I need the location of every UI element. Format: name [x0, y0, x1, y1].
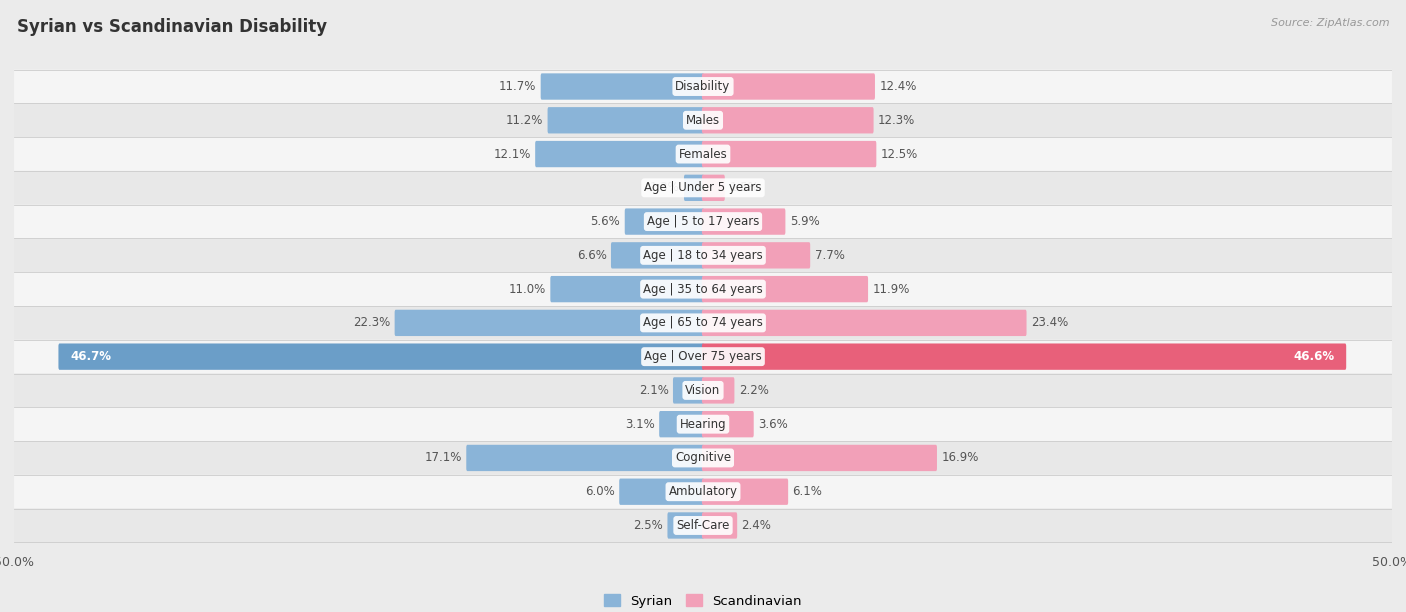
Text: 6.0%: 6.0% [585, 485, 614, 498]
Text: 2.1%: 2.1% [638, 384, 669, 397]
Text: 1.5%: 1.5% [730, 181, 759, 195]
FancyBboxPatch shape [702, 479, 789, 505]
Text: 2.5%: 2.5% [633, 519, 664, 532]
Text: Ambulatory: Ambulatory [668, 485, 738, 498]
FancyBboxPatch shape [14, 137, 1392, 171]
Text: Cognitive: Cognitive [675, 452, 731, 465]
FancyBboxPatch shape [14, 340, 1392, 373]
FancyBboxPatch shape [467, 445, 704, 471]
FancyBboxPatch shape [14, 272, 1392, 306]
Text: 46.6%: 46.6% [1294, 350, 1334, 363]
Text: 6.6%: 6.6% [576, 249, 606, 262]
Text: 5.9%: 5.9% [790, 215, 820, 228]
FancyBboxPatch shape [702, 209, 786, 235]
Text: 46.7%: 46.7% [70, 350, 111, 363]
FancyBboxPatch shape [14, 373, 1392, 408]
Text: 3.6%: 3.6% [758, 417, 787, 431]
Text: 2.2%: 2.2% [738, 384, 769, 397]
Text: Source: ZipAtlas.com: Source: ZipAtlas.com [1271, 18, 1389, 28]
Text: Age | Under 5 years: Age | Under 5 years [644, 181, 762, 195]
FancyBboxPatch shape [702, 411, 754, 438]
Text: 22.3%: 22.3% [353, 316, 391, 329]
FancyBboxPatch shape [14, 441, 1392, 475]
Text: Age | 35 to 64 years: Age | 35 to 64 years [643, 283, 763, 296]
FancyBboxPatch shape [702, 107, 873, 133]
Text: 11.2%: 11.2% [506, 114, 543, 127]
Text: Age | Over 75 years: Age | Over 75 years [644, 350, 762, 363]
FancyBboxPatch shape [702, 73, 875, 100]
FancyBboxPatch shape [59, 343, 704, 370]
FancyBboxPatch shape [14, 475, 1392, 509]
FancyBboxPatch shape [702, 141, 876, 167]
Text: Females: Females [679, 147, 727, 160]
FancyBboxPatch shape [547, 107, 704, 133]
Text: 3.1%: 3.1% [626, 417, 655, 431]
FancyBboxPatch shape [14, 408, 1392, 441]
FancyBboxPatch shape [624, 209, 704, 235]
Text: Age | 18 to 34 years: Age | 18 to 34 years [643, 249, 763, 262]
FancyBboxPatch shape [14, 306, 1392, 340]
FancyBboxPatch shape [702, 174, 724, 201]
Text: Self-Care: Self-Care [676, 519, 730, 532]
Text: 12.1%: 12.1% [494, 147, 531, 160]
Text: Hearing: Hearing [679, 417, 727, 431]
FancyBboxPatch shape [14, 103, 1392, 137]
FancyBboxPatch shape [702, 276, 868, 302]
FancyBboxPatch shape [536, 141, 704, 167]
Text: 2.4%: 2.4% [741, 519, 772, 532]
FancyBboxPatch shape [673, 377, 704, 403]
FancyBboxPatch shape [14, 509, 1392, 542]
FancyBboxPatch shape [14, 204, 1392, 239]
Text: 23.4%: 23.4% [1031, 316, 1069, 329]
Text: 11.9%: 11.9% [873, 283, 910, 296]
FancyBboxPatch shape [702, 445, 936, 471]
Text: Age | 5 to 17 years: Age | 5 to 17 years [647, 215, 759, 228]
Text: 16.9%: 16.9% [942, 452, 979, 465]
FancyBboxPatch shape [702, 512, 737, 539]
FancyBboxPatch shape [668, 512, 704, 539]
Text: Syrian vs Scandinavian Disability: Syrian vs Scandinavian Disability [17, 18, 328, 36]
Text: Males: Males [686, 114, 720, 127]
Text: 5.6%: 5.6% [591, 215, 620, 228]
Text: 17.1%: 17.1% [425, 452, 461, 465]
FancyBboxPatch shape [14, 239, 1392, 272]
Text: 1.3%: 1.3% [650, 181, 679, 195]
FancyBboxPatch shape [702, 343, 1346, 370]
FancyBboxPatch shape [550, 276, 704, 302]
Text: 11.7%: 11.7% [499, 80, 536, 93]
Text: 12.3%: 12.3% [877, 114, 915, 127]
FancyBboxPatch shape [702, 377, 734, 403]
FancyBboxPatch shape [14, 171, 1392, 204]
FancyBboxPatch shape [702, 242, 810, 269]
FancyBboxPatch shape [619, 479, 704, 505]
Text: 12.5%: 12.5% [880, 147, 918, 160]
Text: Vision: Vision [685, 384, 721, 397]
Text: Disability: Disability [675, 80, 731, 93]
Text: Age | 65 to 74 years: Age | 65 to 74 years [643, 316, 763, 329]
FancyBboxPatch shape [659, 411, 704, 438]
FancyBboxPatch shape [683, 174, 704, 201]
Text: 12.4%: 12.4% [879, 80, 917, 93]
Text: 6.1%: 6.1% [793, 485, 823, 498]
Text: 7.7%: 7.7% [814, 249, 845, 262]
FancyBboxPatch shape [395, 310, 704, 336]
FancyBboxPatch shape [702, 310, 1026, 336]
Legend: Syrian, Scandinavian: Syrian, Scandinavian [605, 594, 801, 608]
Text: 11.0%: 11.0% [509, 283, 546, 296]
FancyBboxPatch shape [612, 242, 704, 269]
FancyBboxPatch shape [541, 73, 704, 100]
FancyBboxPatch shape [14, 70, 1392, 103]
